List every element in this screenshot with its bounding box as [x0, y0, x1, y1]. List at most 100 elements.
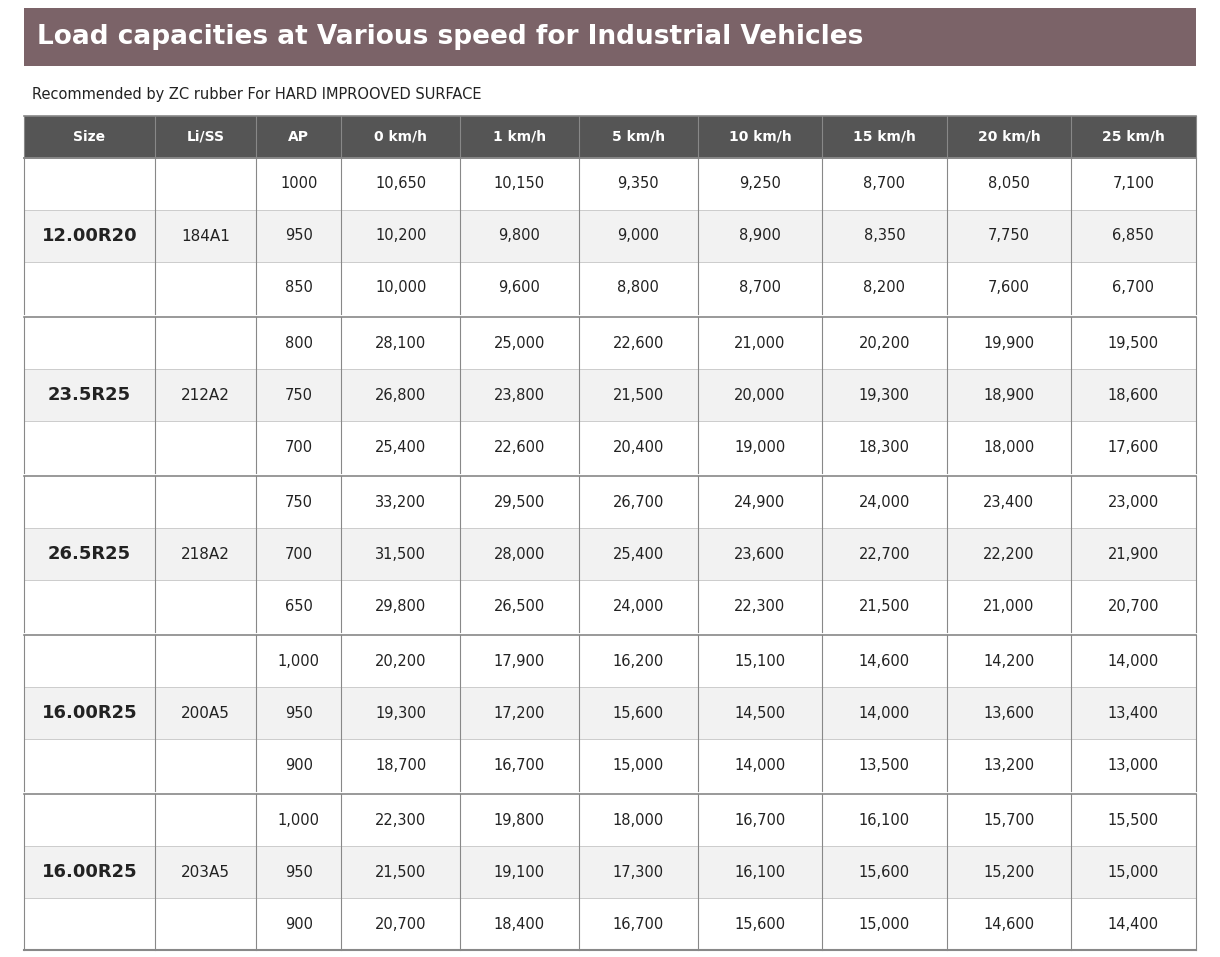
Text: 15,000: 15,000 [1108, 864, 1159, 879]
Text: 15,700: 15,700 [983, 812, 1035, 828]
Text: 23.5R25: 23.5R25 [48, 386, 131, 404]
Text: 6,850: 6,850 [1113, 229, 1154, 243]
Text: 13,500: 13,500 [859, 758, 910, 772]
Bar [24, 898, 1196, 950]
Text: 15,600: 15,600 [859, 864, 910, 879]
Text: 9,350: 9,350 [617, 176, 659, 191]
Text: 20,700: 20,700 [375, 917, 427, 931]
Bar [24, 739, 1196, 791]
Text: 16,700: 16,700 [612, 917, 664, 931]
Text: 19,800: 19,800 [494, 812, 545, 828]
Text: 26,800: 26,800 [375, 388, 426, 403]
Text: 24,900: 24,900 [734, 495, 786, 509]
Bar [24, 8, 1196, 66]
Text: AP: AP [288, 130, 310, 144]
Bar [24, 369, 1196, 421]
Text: 212A2: 212A2 [181, 388, 229, 403]
Text: 9,800: 9,800 [499, 229, 540, 243]
Text: 8,800: 8,800 [617, 280, 659, 296]
Text: 20,000: 20,000 [734, 388, 786, 403]
Text: 25,400: 25,400 [375, 439, 426, 455]
Bar [24, 794, 1196, 846]
Text: 19,500: 19,500 [1108, 336, 1159, 350]
Text: 22,300: 22,300 [734, 598, 786, 613]
Text: 18,600: 18,600 [1108, 388, 1159, 403]
Text: 21,000: 21,000 [734, 336, 786, 350]
Bar [24, 158, 1196, 210]
Text: 16,700: 16,700 [734, 812, 786, 828]
Text: 6,700: 6,700 [1113, 280, 1154, 296]
Text: 15,100: 15,100 [734, 654, 786, 669]
Text: 17,600: 17,600 [1108, 439, 1159, 455]
Text: 23,000: 23,000 [1108, 495, 1159, 509]
Text: 18,900: 18,900 [983, 388, 1035, 403]
Text: 23,800: 23,800 [494, 388, 545, 403]
Text: 15,000: 15,000 [859, 917, 910, 931]
Text: 14,600: 14,600 [859, 654, 910, 669]
Text: 900: 900 [284, 758, 312, 772]
Text: 12.00R20: 12.00R20 [41, 227, 138, 245]
Text: 31,500: 31,500 [376, 546, 426, 562]
Text: 700: 700 [284, 546, 312, 562]
Text: 16.00R25: 16.00R25 [41, 704, 138, 722]
Bar [24, 635, 1196, 687]
Text: 29,500: 29,500 [494, 495, 545, 509]
Text: 15,200: 15,200 [983, 864, 1035, 879]
Text: 750: 750 [284, 495, 312, 509]
Text: 9,250: 9,250 [739, 176, 781, 191]
Text: 19,900: 19,900 [983, 336, 1035, 350]
Text: 23,400: 23,400 [983, 495, 1035, 509]
Text: Size: Size [73, 130, 105, 144]
Text: 26.5R25: 26.5R25 [48, 545, 131, 563]
Text: 25 km/h: 25 km/h [1102, 130, 1165, 144]
Text: 15,600: 15,600 [734, 917, 786, 931]
Text: 14,000: 14,000 [859, 705, 910, 721]
Text: 950: 950 [285, 705, 312, 721]
Text: 800: 800 [284, 336, 312, 350]
Bar [24, 210, 1196, 262]
Bar [24, 687, 1196, 739]
Text: 18,300: 18,300 [859, 439, 910, 455]
Text: 20,200: 20,200 [859, 336, 910, 350]
Text: 200A5: 200A5 [181, 705, 229, 721]
Text: 1 km/h: 1 km/h [493, 130, 547, 144]
Text: 19,300: 19,300 [859, 388, 910, 403]
Text: 22,600: 22,600 [494, 439, 545, 455]
Text: 29,800: 29,800 [375, 598, 426, 613]
Text: 7,600: 7,600 [988, 280, 1030, 296]
Text: 18,700: 18,700 [375, 758, 426, 772]
Text: 8,350: 8,350 [864, 229, 905, 243]
Text: 21,900: 21,900 [1108, 546, 1159, 562]
Text: 14,000: 14,000 [1108, 654, 1159, 669]
Text: 19,100: 19,100 [494, 864, 545, 879]
Text: 19,300: 19,300 [376, 705, 426, 721]
Text: 17,900: 17,900 [494, 654, 545, 669]
Text: 22,200: 22,200 [983, 546, 1035, 562]
Text: 16,700: 16,700 [494, 758, 545, 772]
Text: 21,500: 21,500 [612, 388, 664, 403]
Text: 13,600: 13,600 [983, 705, 1035, 721]
Text: 13,400: 13,400 [1108, 705, 1159, 721]
Bar [24, 116, 1196, 158]
Text: 950: 950 [285, 229, 312, 243]
Text: 15,600: 15,600 [612, 705, 664, 721]
Text: 28,000: 28,000 [494, 546, 545, 562]
Text: 15 km/h: 15 km/h [853, 130, 916, 144]
Text: 10,000: 10,000 [375, 280, 426, 296]
Text: 17,300: 17,300 [612, 864, 664, 879]
Bar [24, 262, 1196, 314]
Text: 25,400: 25,400 [612, 546, 664, 562]
Text: 8,200: 8,200 [864, 280, 905, 296]
Text: Recommended by ZC rubber For HARD IMPROOVED SURFACE: Recommended by ZC rubber For HARD IMPROO… [32, 87, 481, 102]
Text: 850: 850 [285, 280, 312, 296]
Bar [24, 846, 1196, 898]
Text: 26,500: 26,500 [494, 598, 545, 613]
Text: 7,750: 7,750 [988, 229, 1030, 243]
Text: 10,650: 10,650 [375, 176, 426, 191]
Text: 16,100: 16,100 [734, 864, 786, 879]
Text: 19,000: 19,000 [734, 439, 786, 455]
Text: 24,000: 24,000 [612, 598, 664, 613]
Text: 17,200: 17,200 [494, 705, 545, 721]
Text: 20,400: 20,400 [612, 439, 664, 455]
Bar [24, 528, 1196, 580]
